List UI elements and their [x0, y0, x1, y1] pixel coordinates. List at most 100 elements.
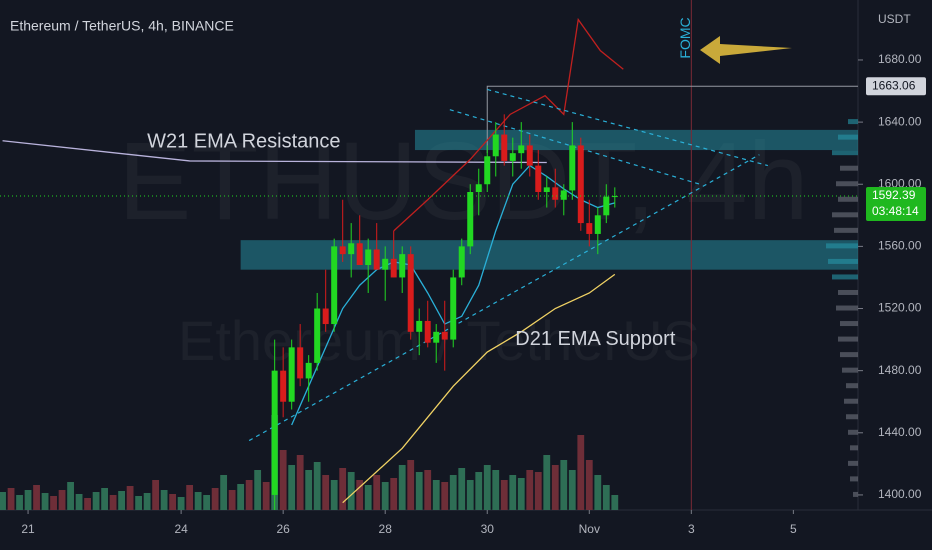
annotation: D21 EMA Support [515, 328, 676, 350]
candle-body [484, 156, 491, 185]
candle-body [577, 145, 584, 224]
trendline [487, 88, 769, 167]
volume-bar [228, 490, 236, 510]
volume-bar [526, 470, 534, 510]
volume-bar [92, 492, 100, 510]
volume-bar [611, 495, 619, 510]
candle-body [407, 254, 414, 332]
candle-body [339, 246, 346, 255]
volume-bar [220, 475, 228, 510]
volume-bar [313, 462, 321, 510]
zone [414, 129, 858, 151]
volume-bar [339, 468, 347, 510]
candle-body [543, 187, 550, 193]
y-tick-label: 1480.00 [878, 363, 922, 377]
volume-bar [7, 488, 15, 510]
volume-bar [24, 490, 32, 510]
x-tick-label: 5 [790, 522, 797, 536]
x-tick-label: 30 [481, 522, 495, 536]
volume-bar [585, 460, 593, 510]
volume-bar [424, 470, 432, 510]
candle-body [535, 165, 542, 193]
volume-bar [458, 468, 466, 510]
volume-profile-bar [853, 491, 858, 497]
volume-profile-bar [844, 398, 858, 404]
y-tick-label: 1520.00 [878, 301, 922, 315]
candle-body [365, 249, 372, 266]
volume-bar [67, 482, 74, 510]
volume-bar [203, 495, 211, 510]
volume-profile-bar [836, 305, 858, 311]
volume-bar [441, 482, 449, 510]
volume-profile-bar [828, 258, 858, 264]
volume-bar [58, 490, 66, 510]
candle-body [475, 184, 482, 193]
candle-body [322, 308, 329, 325]
volume-bar [177, 497, 185, 510]
volume-bar [0, 492, 6, 510]
volume-bar [483, 465, 491, 510]
volume-profile-bar [826, 243, 858, 249]
candle-body [305, 362, 312, 379]
candle-body [399, 254, 406, 278]
candle-body [288, 347, 295, 402]
volume-profile-bar [832, 274, 858, 280]
volume-bar [254, 470, 262, 510]
y-tick-label: 1400.00 [878, 487, 922, 501]
volume-bar [568, 470, 576, 510]
indicator-line [2, 140, 547, 164]
plot [0, 0, 858, 510]
volume-bar [41, 493, 49, 510]
volume-bar [330, 480, 338, 510]
volume-profile-bar [850, 445, 858, 451]
candle-body [373, 249, 380, 270]
candle-body [382, 258, 389, 270]
volume-bar [109, 495, 117, 510]
resistance-price-box [866, 77, 926, 96]
volume-bar [560, 460, 568, 510]
y-axis-label: USDT [878, 12, 911, 26]
volume-bar [602, 485, 610, 510]
candle-body [594, 215, 601, 234]
volume-profile-bar [836, 181, 858, 187]
last-price-label: 1592.39 [872, 188, 916, 202]
volume-bar [194, 492, 202, 510]
volume-bar [305, 470, 313, 510]
volume-bar [288, 465, 296, 510]
candle-body [433, 331, 440, 343]
candle-body [297, 347, 304, 379]
last-price-box [866, 187, 926, 222]
volume-profile-bar [846, 414, 858, 420]
candle-body [458, 246, 465, 278]
volume-bar [381, 482, 389, 510]
y-tick-label: 1560.00 [878, 239, 922, 253]
indicator-line [342, 273, 616, 504]
candle-body [509, 153, 516, 161]
volume-profile-bar [848, 429, 858, 435]
volume-bar [534, 472, 542, 510]
volume-profile-bar [848, 460, 858, 466]
volume-bar [509, 475, 517, 510]
x-tick-label: Nov [579, 522, 600, 536]
volume-bar [101, 488, 108, 510]
x-tick-label: 26 [276, 522, 290, 536]
volume-bar [33, 485, 40, 510]
resistance-price-label: 1663.06 [872, 78, 916, 92]
volume-bar [407, 460, 415, 510]
volume-profile-bar [850, 476, 858, 482]
volume-bar [237, 484, 245, 510]
volume-bar [356, 480, 364, 510]
volume-profile-bar [838, 336, 858, 342]
volume-bar [449, 475, 457, 510]
volume-bar [492, 470, 500, 510]
candle-body [450, 277, 457, 340]
volume-bar [152, 480, 160, 510]
volume-profile-bar [838, 289, 858, 295]
volume-bar [16, 495, 23, 510]
candle-body [441, 331, 448, 340]
volume-profile-bar [840, 352, 858, 358]
volume-bar [126, 486, 134, 510]
volume-bar [466, 480, 474, 510]
candle-body [586, 223, 593, 234]
